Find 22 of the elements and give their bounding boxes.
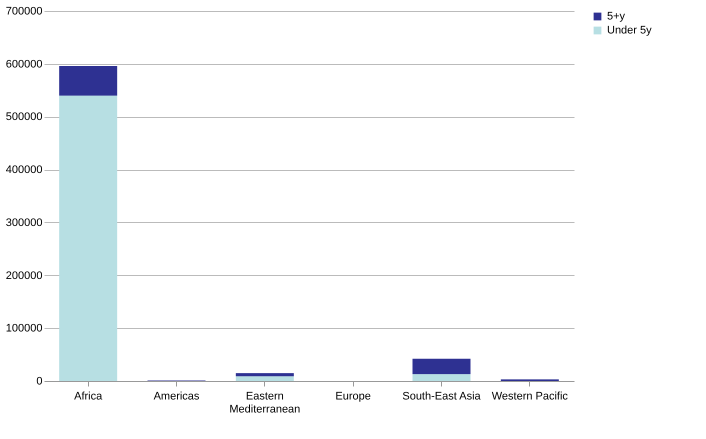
y-tick-label: 0 [36,376,42,388]
x-tick-label: Africa [74,390,104,402]
bar [412,374,470,381]
x-tick-label: South-East Asia [402,390,482,402]
bar [236,373,294,376]
y-tick-label: 400000 [6,164,42,176]
y-tick-label: 300000 [6,216,42,229]
bar [59,96,118,381]
bar [236,376,294,381]
y-tick-label: 100000 [6,322,42,335]
x-tick-label: Europe [335,390,371,402]
y-tick-label: 500000 [6,111,42,124]
legend-label: Under 5y [607,24,652,36]
x-tick-label: Eastern Mediterranean [229,390,300,416]
legend-label: 5+y [607,10,626,22]
y-tick-label: 600000 [6,58,42,70]
y-tick-label: 200000 [6,270,42,282]
y-tick-label: 700000 [6,6,42,18]
x-tick-label: Americas [154,390,200,402]
bar [412,358,470,374]
x-tick-label: Western Pacific [492,390,568,402]
bar [59,66,118,96]
